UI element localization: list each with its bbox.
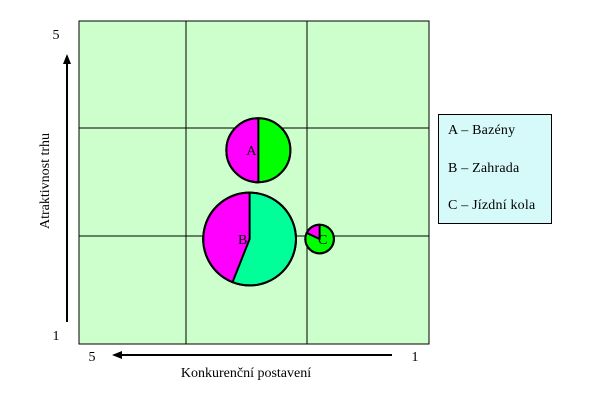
bubble-c-label: C <box>318 233 327 248</box>
bubbles-layer: A B C <box>202 117 335 287</box>
x-axis-label: Konkurenční postavení <box>181 366 311 381</box>
y-tick-bottom: 1 <box>53 329 60 344</box>
legend-item-c: C – Jízdní kola <box>448 198 536 213</box>
bubble-b: B <box>202 191 297 287</box>
x-tick-right: 1 <box>412 350 419 365</box>
x-tick-left: 5 <box>89 350 96 365</box>
bubble-a: A <box>225 117 292 184</box>
bubble-b-label: B <box>238 233 247 248</box>
bubble-c: C <box>304 223 335 255</box>
legend: A – Bazény B – Zahrada C – Jízdní kola <box>438 114 552 224</box>
y-axis-label: Atraktivnost trhu <box>38 133 53 229</box>
bubble-c-outline <box>304 223 335 255</box>
bubble-a-label: A <box>246 144 257 159</box>
legend-item-b: B – Zahrada <box>448 161 520 176</box>
legend-item-a: A – Bazény <box>448 123 516 138</box>
bubble-b-outline <box>202 191 297 287</box>
bubble-a-outline <box>225 117 292 184</box>
y-tick-top: 5 <box>53 28 60 43</box>
